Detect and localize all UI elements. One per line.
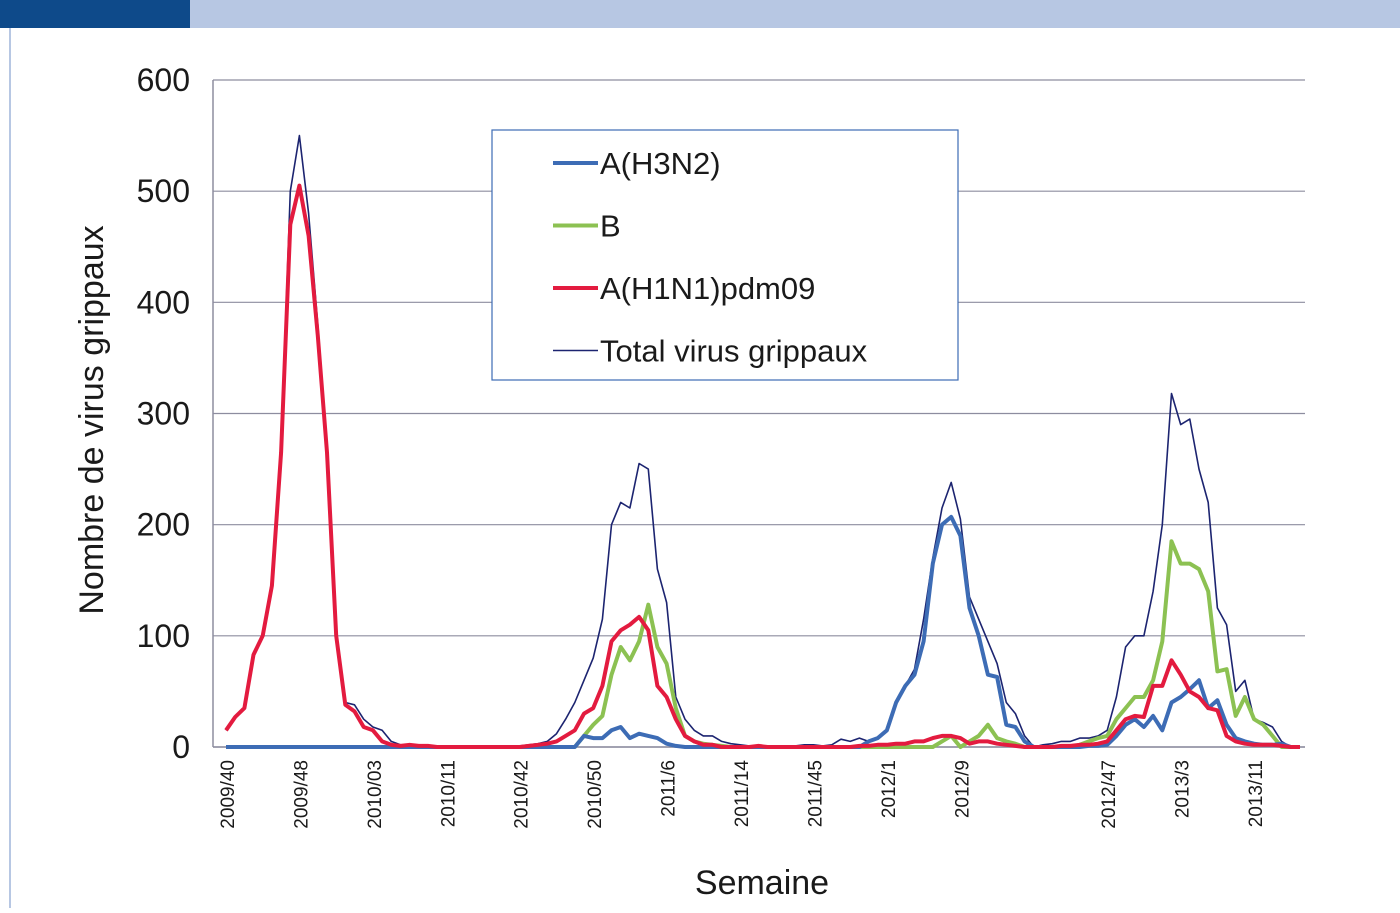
header-band xyxy=(190,0,1400,28)
legend-box xyxy=(491,129,959,381)
x-tick-label: 2010/11 xyxy=(438,760,459,827)
x-tick-label: 2009/40 xyxy=(218,760,239,829)
y-tick-label: 0 xyxy=(172,729,190,765)
legend-label: Total virus grippaux xyxy=(600,334,868,369)
y-tick-label: 400 xyxy=(137,284,190,320)
legend: A(H3N2) B A(H1N1)pdm09 Total virus grippaux xyxy=(553,146,868,369)
y-axis-title: Nombre de virus grippaux xyxy=(73,225,111,614)
x-tick-label: 2013/3 xyxy=(1173,760,1194,818)
header-block xyxy=(0,0,190,28)
y-tick-label: 500 xyxy=(137,173,190,209)
series-lines xyxy=(224,134,1300,749)
x-tick-label: 2010/50 xyxy=(585,760,606,829)
x-tick-label: 2012/9 xyxy=(952,760,973,818)
series-line xyxy=(226,514,1300,749)
legend-label: A(H1N1)pdm09 xyxy=(600,271,815,306)
x-tick-label: 2010/03 xyxy=(365,760,386,829)
x-axis-title: Semaine xyxy=(695,864,829,902)
y-tick-label: 300 xyxy=(137,396,190,432)
legend-label: B xyxy=(600,209,621,244)
x-tick-label: 2012/47 xyxy=(1099,760,1120,829)
y-tick-label: 100 xyxy=(137,618,190,654)
x-tick-label: 2013/11 xyxy=(1246,760,1267,827)
x-tick-label: 2010/42 xyxy=(512,760,533,829)
x-tick-label: 2011/6 xyxy=(659,760,680,817)
y-tick-label: 200 xyxy=(137,507,190,543)
series-line xyxy=(224,183,1300,749)
y-tick-label: 600 xyxy=(137,62,190,98)
labels: 0 100 200 300 400 500 600 2009/40 2009/48 2010/03… xyxy=(137,62,1267,829)
x-tick-label: 2012/1 xyxy=(879,760,900,818)
x-tick-label: 2011/45 xyxy=(805,760,826,827)
x-tick-label: 2011/14 xyxy=(732,760,753,828)
x-tick-label: 2009/48 xyxy=(291,760,312,829)
legend-label: A(H3N2) xyxy=(600,146,721,181)
